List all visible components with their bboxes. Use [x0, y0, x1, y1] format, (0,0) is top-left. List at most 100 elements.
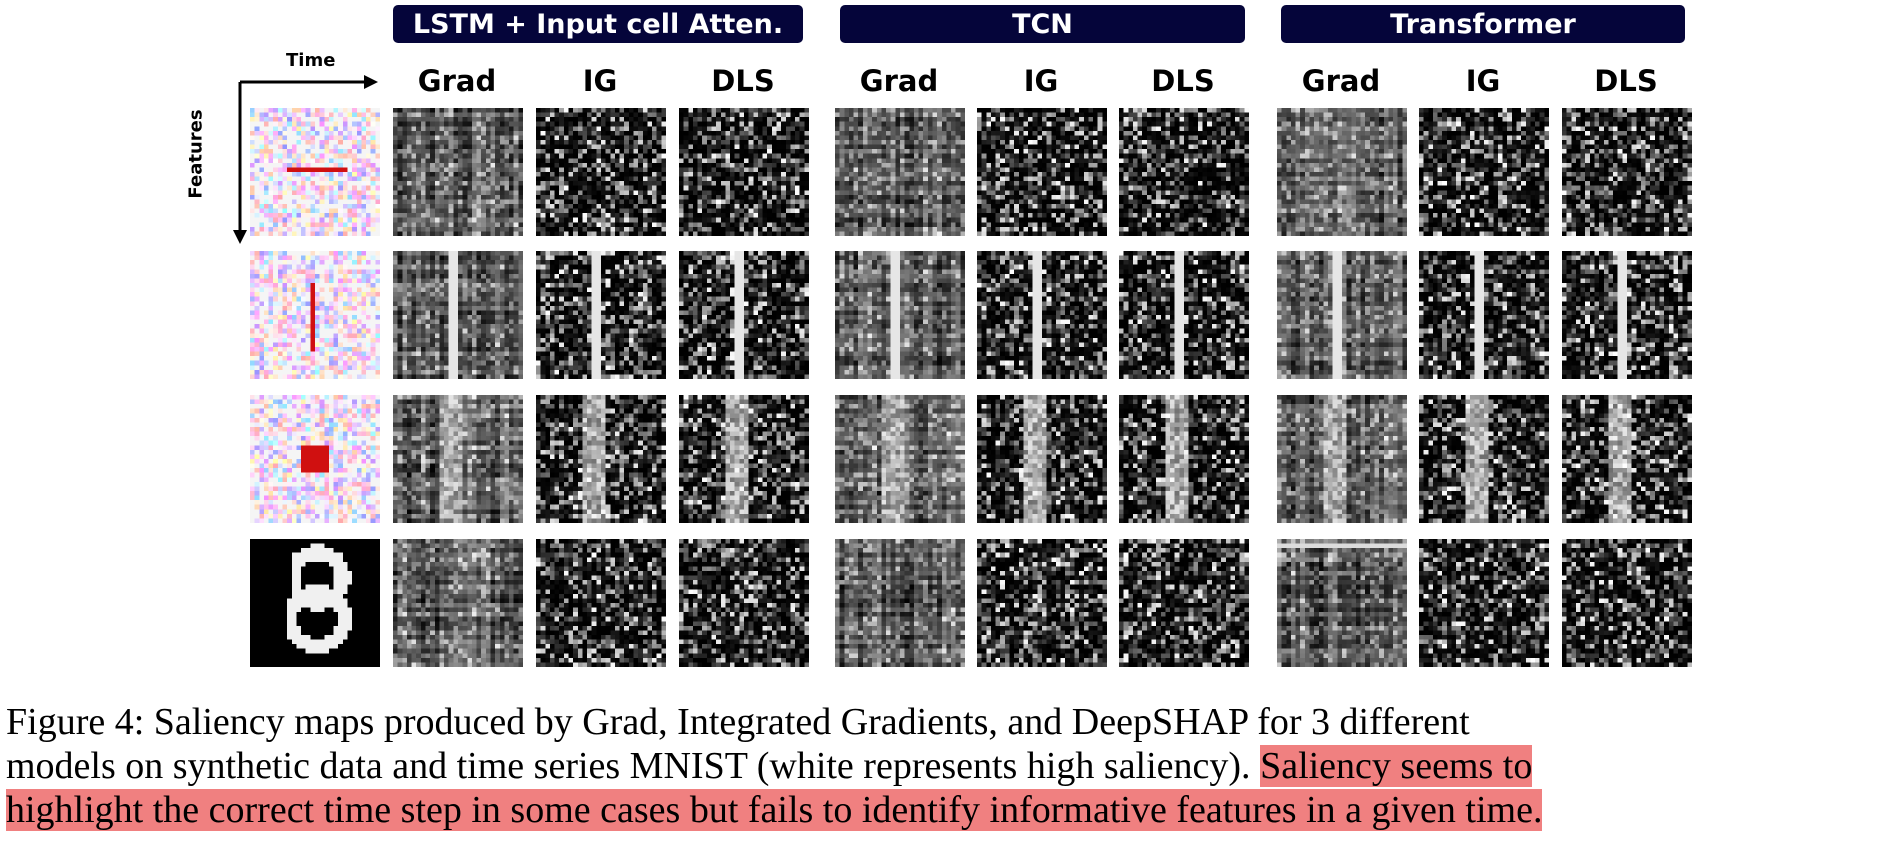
saliency-map-image — [1119, 539, 1249, 667]
method-label: Grad — [417, 64, 497, 98]
caption-line-3: highlight the correct time step in some … — [6, 788, 1884, 832]
tile-canvas — [1562, 395, 1692, 523]
method-label: IG — [582, 64, 618, 98]
saliency-map-image — [1119, 108, 1249, 236]
group-header-lstm: LSTM + Input cell Atten. — [393, 5, 803, 43]
group-header-tcn: TCN — [840, 5, 1245, 43]
saliency-map-image — [977, 539, 1107, 667]
input-sample-image — [250, 539, 380, 667]
method-label: IG — [1023, 64, 1059, 98]
saliency-map-image — [393, 108, 523, 236]
tile-canvas — [1419, 395, 1549, 523]
caption-highlight-start: Saliency seems to — [1260, 745, 1533, 787]
saliency-map-image — [1562, 108, 1692, 236]
tile-canvas — [1119, 251, 1249, 379]
method-label: DLS — [1151, 64, 1215, 98]
tile-canvas — [977, 395, 1107, 523]
saliency-map-image — [1562, 395, 1692, 523]
figure-caption: Figure 4: Saliency maps produced by Grad… — [6, 700, 1884, 832]
tile-canvas — [250, 251, 380, 379]
tile-canvas — [835, 395, 965, 523]
saliency-map-image — [679, 395, 809, 523]
tile-canvas — [1277, 395, 1407, 523]
tile-canvas — [536, 251, 666, 379]
caption-highlight-end: highlight the correct time step in some … — [6, 789, 1543, 831]
saliency-map-image — [1419, 539, 1549, 667]
tile-canvas — [1562, 539, 1692, 667]
tile-canvas — [679, 251, 809, 379]
saliency-map-image — [1277, 539, 1407, 667]
tile-canvas — [393, 251, 523, 379]
method-label: IG — [1465, 64, 1501, 98]
saliency-map-image — [393, 539, 523, 667]
tile-canvas — [977, 251, 1107, 379]
tile-canvas — [1419, 539, 1549, 667]
saliency-map-image — [679, 539, 809, 667]
group-header-transformer: Transformer — [1281, 5, 1685, 43]
saliency-map-image — [536, 395, 666, 523]
tile-canvas — [835, 539, 965, 667]
tile-canvas — [1419, 251, 1549, 379]
saliency-map-image — [835, 539, 965, 667]
saliency-map-image — [1119, 251, 1249, 379]
saliency-map-image — [1119, 395, 1249, 523]
method-label: DLS — [711, 64, 775, 98]
saliency-map-image — [835, 108, 965, 236]
tile-canvas — [250, 108, 380, 236]
saliency-map-image — [977, 395, 1107, 523]
features-axis-label: Features — [185, 109, 207, 199]
saliency-map-image — [1562, 251, 1692, 379]
tile-canvas — [1419, 108, 1549, 236]
saliency-figure: Time Features LSTM + Input cell Atten. T… — [185, 5, 1692, 667]
saliency-map-image — [977, 251, 1107, 379]
saliency-map-image — [1277, 395, 1407, 523]
input-sample-image — [250, 108, 380, 236]
saliency-map-image — [393, 395, 523, 523]
input-sample-image — [250, 251, 380, 379]
method-label: DLS — [1594, 64, 1658, 98]
saliency-map-image — [835, 395, 965, 523]
saliency-map-image — [679, 251, 809, 379]
tile-canvas — [1119, 395, 1249, 523]
saliency-map-image — [393, 251, 523, 379]
tile-canvas — [835, 251, 965, 379]
tile-canvas — [1119, 539, 1249, 667]
tile-canvas — [679, 539, 809, 667]
tile-canvas — [393, 395, 523, 523]
saliency-map-image — [1277, 108, 1407, 236]
tile-canvas — [536, 395, 666, 523]
tile-canvas — [536, 539, 666, 667]
tile-canvas — [250, 395, 380, 523]
tile-canvas — [393, 108, 523, 236]
saliency-map-image — [1419, 251, 1549, 379]
tile-canvas — [1562, 108, 1692, 236]
tile-canvas — [835, 108, 965, 236]
caption-line-1: Figure 4: Saliency maps produced by Grad… — [6, 701, 1470, 743]
saliency-map-image — [679, 108, 809, 236]
tile-canvas — [679, 108, 809, 236]
tile-canvas — [977, 108, 1107, 236]
saliency-map-image — [536, 539, 666, 667]
tile-canvas — [1277, 539, 1407, 667]
saliency-map-image — [1277, 251, 1407, 379]
tile-canvas — [250, 539, 380, 667]
caption-line-2-plain: models on synthetic data and time series… — [6, 745, 1251, 787]
tile-canvas — [977, 539, 1107, 667]
tile-canvas — [1277, 251, 1407, 379]
saliency-map-image — [835, 251, 965, 379]
method-label: Grad — [859, 64, 939, 98]
time-axis-label: Time — [286, 50, 336, 71]
tile-canvas — [1562, 251, 1692, 379]
saliency-map-image — [536, 251, 666, 379]
saliency-map-image — [1419, 108, 1549, 236]
method-label: Grad — [1301, 64, 1381, 98]
tile-canvas — [536, 108, 666, 236]
saliency-map-image — [1419, 395, 1549, 523]
tile-canvas — [393, 539, 523, 667]
saliency-map-image — [1562, 539, 1692, 667]
tile-canvas — [1119, 108, 1249, 236]
caption-line-2: models on synthetic data and time series… — [6, 744, 1884, 788]
saliency-map-image — [977, 108, 1107, 236]
tile-canvas — [679, 395, 809, 523]
tile-canvas — [1277, 108, 1407, 236]
